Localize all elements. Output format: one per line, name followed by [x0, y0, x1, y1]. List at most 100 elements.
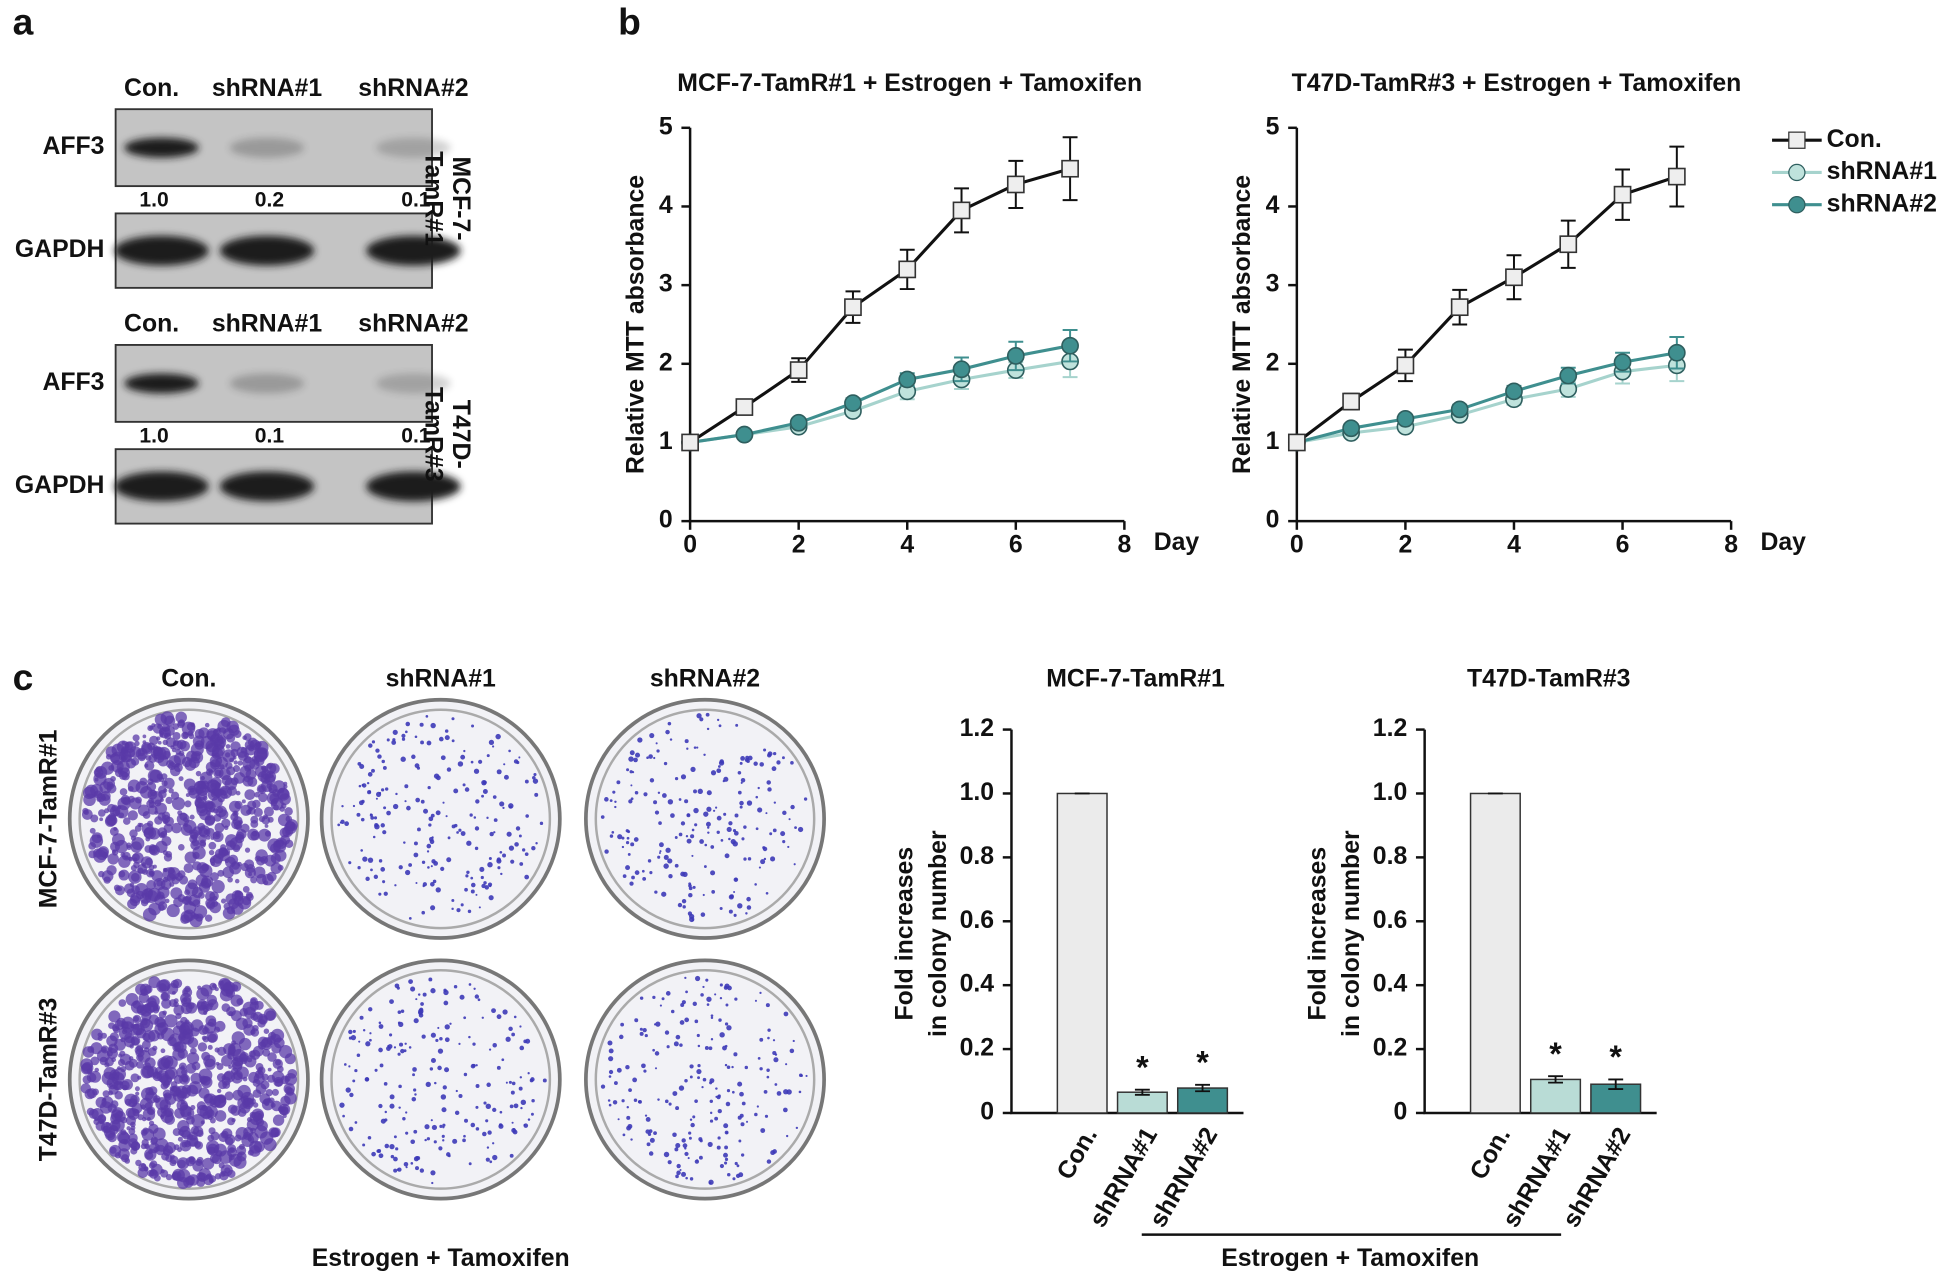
y-tick-label: 0.4 [1373, 971, 1408, 998]
colony [135, 1159, 142, 1167]
colony [141, 743, 153, 755]
colony [675, 1034, 681, 1040]
colony [727, 1172, 731, 1177]
colony [653, 756, 656, 760]
colony [209, 901, 222, 914]
colony [254, 1110, 264, 1121]
colony [470, 882, 476, 888]
colony [162, 1145, 174, 1156]
colony [473, 816, 477, 819]
colony [766, 780, 771, 785]
colony [648, 754, 653, 759]
colony [689, 1075, 693, 1079]
colony [211, 1154, 222, 1165]
colony [209, 733, 224, 747]
colony [426, 740, 432, 746]
colony [684, 1017, 690, 1023]
colony [219, 764, 225, 770]
colony [202, 1036, 210, 1043]
colony [646, 756, 649, 759]
colony [284, 807, 293, 816]
colony [146, 880, 157, 890]
colony [118, 869, 130, 881]
colony [266, 871, 277, 882]
colony [154, 816, 163, 825]
colony [648, 1151, 654, 1156]
colony [144, 1002, 156, 1014]
colony [162, 739, 169, 746]
colony [785, 1063, 788, 1066]
colony [118, 999, 127, 1007]
marker [1006, 175, 1025, 194]
colony [437, 1065, 442, 1071]
colony [482, 1131, 487, 1137]
colony [458, 828, 462, 832]
colony [737, 770, 742, 775]
marker [1667, 343, 1686, 362]
colony [181, 1074, 189, 1082]
colony [415, 797, 421, 803]
colony [711, 890, 716, 894]
colony [634, 790, 639, 795]
colony [523, 1123, 529, 1128]
colony [730, 839, 736, 845]
colony [162, 1010, 167, 1015]
colony [737, 1115, 742, 1120]
colony [473, 987, 476, 990]
colony [675, 1174, 679, 1179]
colony [250, 876, 258, 884]
colony [635, 752, 641, 758]
colony [214, 1047, 220, 1053]
colony [790, 804, 795, 810]
colony [412, 1067, 417, 1072]
colony [422, 882, 427, 887]
colony [159, 797, 164, 803]
colony [498, 1123, 503, 1127]
legend-label: shRNA#1 [1827, 158, 1937, 185]
colony [609, 799, 613, 803]
colony [280, 1106, 286, 1113]
colony [166, 760, 174, 769]
colony [365, 876, 370, 882]
colony [98, 809, 106, 817]
colony [767, 1036, 770, 1040]
colony [681, 1171, 687, 1177]
colony [708, 1046, 713, 1051]
band [124, 373, 199, 394]
colony [403, 841, 406, 844]
colony [719, 907, 723, 911]
colony [481, 883, 486, 889]
colony [135, 983, 147, 996]
colony [130, 835, 137, 841]
colony [180, 1016, 188, 1025]
colony [612, 790, 616, 794]
marker [1287, 433, 1306, 452]
colony [181, 1025, 186, 1031]
colony [384, 1110, 388, 1114]
colony [765, 812, 768, 815]
colony [159, 733, 164, 738]
colony [218, 768, 231, 781]
colony [160, 1048, 166, 1054]
colony [208, 1175, 217, 1183]
colony [667, 721, 672, 726]
colony [710, 1014, 714, 1017]
marker [1559, 235, 1578, 254]
colony [762, 846, 768, 852]
colony [686, 813, 690, 817]
colony [413, 1129, 418, 1134]
colony [766, 1159, 772, 1164]
colony [531, 846, 536, 851]
colony [710, 870, 716, 876]
colony [700, 912, 706, 917]
colony [627, 853, 631, 856]
colony [148, 871, 155, 877]
colony [757, 1056, 761, 1060]
colony [719, 996, 723, 1000]
colony [250, 1012, 259, 1021]
colony [423, 808, 429, 814]
colony [175, 711, 187, 724]
colony [247, 828, 260, 841]
colony [509, 1104, 514, 1109]
colony [111, 1057, 116, 1063]
